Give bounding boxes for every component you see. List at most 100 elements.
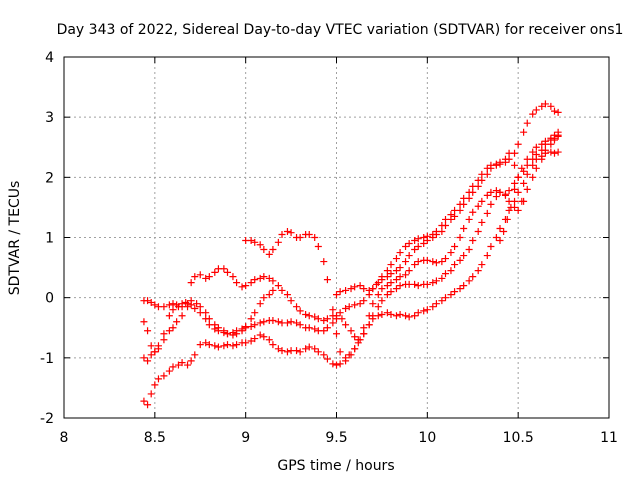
data-point xyxy=(478,170,486,178)
data-point xyxy=(224,268,231,276)
data-point xyxy=(511,161,519,169)
data-point xyxy=(269,341,277,349)
data-point xyxy=(405,267,413,275)
data-point xyxy=(487,188,495,196)
y-tick-label: -1 xyxy=(40,351,54,367)
data-point xyxy=(196,341,204,349)
data-point xyxy=(260,318,268,326)
data-point xyxy=(405,313,413,321)
data-point xyxy=(538,155,546,163)
data-point xyxy=(496,224,504,232)
data-point xyxy=(169,306,177,314)
data-point xyxy=(347,285,355,293)
data-point xyxy=(474,176,482,184)
data-point xyxy=(144,327,152,335)
data-point xyxy=(187,279,195,287)
data-point xyxy=(514,140,522,148)
data-point xyxy=(414,309,422,317)
data-point xyxy=(465,246,473,254)
data-point xyxy=(274,238,282,246)
data-point xyxy=(474,267,482,275)
data-point xyxy=(187,357,195,365)
data-point xyxy=(302,311,310,319)
data-point xyxy=(191,273,199,281)
data-point xyxy=(345,303,353,311)
data-point xyxy=(220,265,228,273)
data-point xyxy=(392,285,400,293)
data-point xyxy=(229,331,237,339)
data-point xyxy=(369,300,377,308)
data-point xyxy=(411,246,419,254)
data-point xyxy=(214,343,222,351)
data-point xyxy=(233,330,241,338)
data-point xyxy=(474,227,482,235)
data-point xyxy=(247,279,255,287)
data-point xyxy=(305,324,313,332)
data-point xyxy=(229,342,237,350)
data-point xyxy=(287,229,295,237)
data-point xyxy=(501,155,509,163)
data-point xyxy=(478,218,486,226)
data-point xyxy=(144,401,152,409)
data-point xyxy=(287,318,295,326)
data-point xyxy=(173,301,181,309)
data-point xyxy=(360,285,368,293)
data-point xyxy=(165,301,173,309)
data-point xyxy=(374,303,382,311)
data-point xyxy=(229,273,237,281)
data-point xyxy=(523,119,531,127)
data-point xyxy=(178,359,186,367)
data-point xyxy=(538,146,546,154)
data-point xyxy=(314,243,322,251)
data-point xyxy=(323,276,331,284)
data-point xyxy=(451,206,459,214)
data-point xyxy=(500,227,508,235)
data-point xyxy=(320,258,328,266)
data-point xyxy=(182,298,190,306)
data-point xyxy=(278,230,286,238)
data-point xyxy=(214,324,222,332)
data-point xyxy=(402,258,410,266)
data-point xyxy=(387,261,395,269)
data-point xyxy=(305,230,313,238)
data-point xyxy=(311,313,319,321)
data-point xyxy=(165,327,173,335)
data-point xyxy=(492,234,500,241)
x-axis-title: GPS time / hours xyxy=(277,458,394,474)
data-point xyxy=(438,221,446,229)
data-point xyxy=(269,317,277,325)
data-point xyxy=(333,361,340,369)
data-point xyxy=(211,321,219,329)
data-point xyxy=(187,297,195,305)
data-point xyxy=(283,291,291,299)
data-point xyxy=(392,255,400,263)
data-point xyxy=(314,315,322,323)
data-point xyxy=(356,282,364,290)
data-point xyxy=(251,335,259,343)
data-point xyxy=(392,276,400,284)
data-point xyxy=(442,215,449,223)
data-point xyxy=(414,235,422,243)
data-point xyxy=(302,345,310,353)
data-point xyxy=(496,188,504,196)
data-point xyxy=(414,258,422,266)
data-point xyxy=(360,297,368,305)
data-point xyxy=(351,283,359,291)
data-point xyxy=(311,345,319,353)
y-tick-label: 3 xyxy=(45,110,54,126)
data-point xyxy=(365,312,373,320)
data-point xyxy=(541,100,549,108)
data-point xyxy=(474,202,482,210)
data-point xyxy=(532,150,540,158)
data-point xyxy=(554,148,562,156)
y-tick-label: -2 xyxy=(40,411,54,427)
data-point xyxy=(342,286,350,294)
data-point xyxy=(432,259,440,267)
data-point xyxy=(211,268,219,276)
data-point xyxy=(492,193,500,201)
data-point xyxy=(160,330,168,338)
data-point xyxy=(154,342,162,350)
data-point xyxy=(420,307,428,315)
x-tick-label: 11 xyxy=(600,430,618,446)
data-point xyxy=(224,341,231,349)
